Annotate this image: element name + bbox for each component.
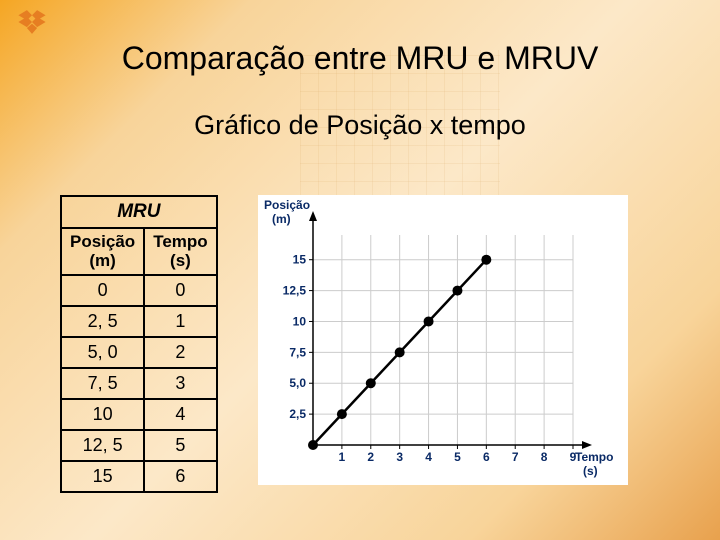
table-cell: 4 — [144, 399, 216, 430]
svg-text:15: 15 — [292, 253, 306, 267]
table-cell: 2, 5 — [61, 306, 144, 337]
table-cell: 5, 0 — [61, 337, 144, 368]
table-cell: 0 — [61, 275, 144, 306]
table-cell: 2 — [144, 337, 216, 368]
table-cell: 12, 5 — [61, 430, 144, 461]
page-title: Comparação entre MRU e MRUV — [0, 40, 720, 77]
table-header-tempo: Tempo (s) — [144, 228, 216, 275]
table-title: MRU — [61, 196, 217, 228]
table-row: 156 — [61, 461, 217, 492]
table-cell: 10 — [61, 399, 144, 430]
content-area: MRU Posição (m) Tempo (s) 002, 515, 027,… — [60, 195, 628, 493]
data-table: MRU Posição (m) Tempo (s) 002, 515, 027,… — [60, 195, 218, 493]
svg-text:7: 7 — [512, 450, 519, 464]
table-cell: 5 — [144, 430, 216, 461]
svg-text:Tempo: Tempo — [575, 450, 613, 464]
svg-text:10: 10 — [292, 314, 306, 328]
svg-text:5: 5 — [454, 450, 461, 464]
svg-text:6: 6 — [483, 450, 490, 464]
table-cell: 15 — [61, 461, 144, 492]
line-chart: 2,55,07,51012,515123456789Posição(m)Temp… — [258, 195, 628, 485]
svg-text:2: 2 — [367, 450, 374, 464]
col2-line2: (s) — [170, 251, 191, 270]
svg-text:5,0: 5,0 — [289, 376, 306, 390]
svg-text:12,5: 12,5 — [282, 284, 306, 298]
svg-text:(m): (m) — [272, 212, 291, 226]
col1-line1: Posição — [70, 232, 135, 251]
col1-line2: (m) — [89, 251, 115, 270]
svg-text:(s): (s) — [583, 464, 598, 478]
svg-text:3: 3 — [396, 450, 403, 464]
table-cell: 3 — [144, 368, 216, 399]
table-cell: 7, 5 — [61, 368, 144, 399]
table-cell: 1 — [144, 306, 216, 337]
table-row: 2, 51 — [61, 306, 217, 337]
svg-text:7,5: 7,5 — [289, 345, 306, 359]
table-cell: 6 — [144, 461, 216, 492]
svg-text:2,5: 2,5 — [289, 407, 306, 421]
table-row: 104 — [61, 399, 217, 430]
table-cell: 0 — [144, 275, 216, 306]
table-row: 00 — [61, 275, 217, 306]
table-row: 12, 55 — [61, 430, 217, 461]
svg-text:Posição: Posição — [264, 198, 310, 212]
logo-icon — [15, 5, 49, 39]
table-body: 002, 515, 027, 5310412, 55156 — [61, 275, 217, 492]
svg-text:4: 4 — [425, 450, 432, 464]
table-row: 7, 53 — [61, 368, 217, 399]
svg-text:8: 8 — [540, 450, 547, 464]
page-subtitle: Gráfico de Posição x tempo — [0, 110, 720, 141]
table-header-posicao: Posição (m) — [61, 228, 144, 275]
table-row: 5, 02 — [61, 337, 217, 368]
svg-text:1: 1 — [338, 450, 345, 464]
col2-line1: Tempo — [153, 232, 207, 251]
